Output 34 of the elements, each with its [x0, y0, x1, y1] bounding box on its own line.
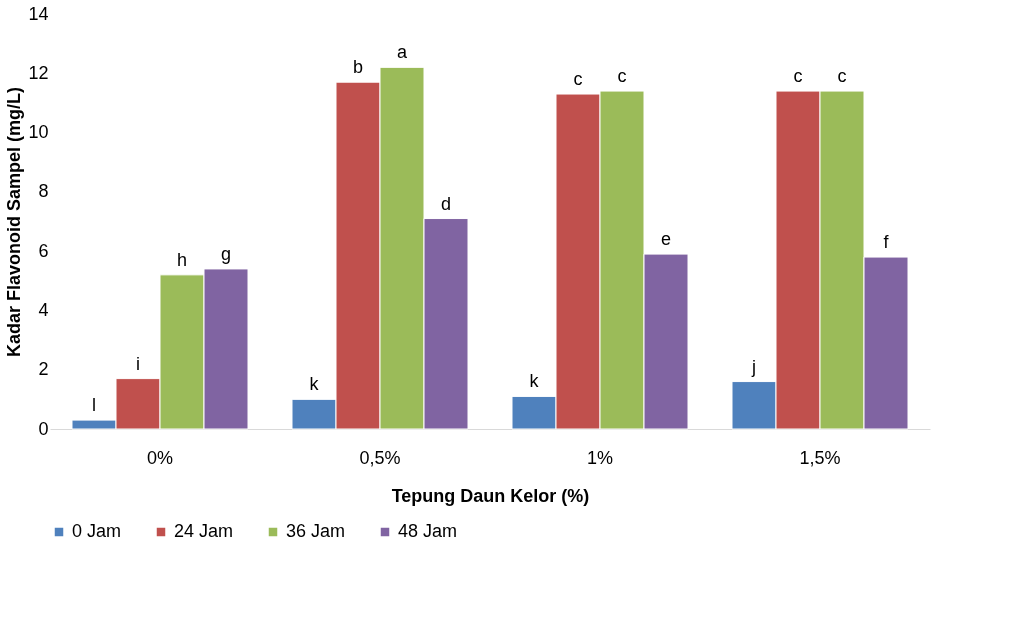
y-tick-label: 10 — [28, 122, 49, 143]
data-label: c — [573, 69, 583, 90]
x-tick-label: 0% — [146, 447, 174, 468]
y-tick-label: 6 — [38, 240, 49, 261]
data-label: l — [92, 395, 96, 416]
y-axis-title: Kadar Flavonoid Sampel (mg/L) — [4, 86, 25, 358]
x-tick-label: 1% — [586, 447, 614, 468]
legend-label: 48 Jam — [398, 521, 458, 541]
y-tick-label: 2 — [38, 359, 49, 380]
y-tick-label: 4 — [38, 299, 49, 320]
data-label: b — [352, 57, 364, 78]
legend-label: 0 Jam — [72, 521, 122, 541]
data-label: a — [396, 42, 408, 63]
x-tick-label: 0,5% — [359, 447, 401, 468]
x-tick-label: 1,5% — [799, 447, 841, 468]
data-label: i — [136, 353, 140, 374]
y-tick-label: 8 — [38, 181, 49, 202]
y-tick-label: 14 — [28, 3, 49, 24]
y-tick-label: 12 — [28, 62, 49, 83]
data-label: c — [793, 66, 803, 87]
data-label: c — [837, 66, 847, 87]
y-tick-label: 0 — [38, 418, 49, 439]
data-label: k — [309, 374, 320, 395]
legend-label: 24 Jam — [174, 521, 234, 541]
x-axis-title: Tepung Daun Kelor (%) — [391, 485, 590, 506]
data-label: j — [751, 356, 756, 377]
data-label: c — [617, 66, 627, 87]
data-label: g — [220, 243, 232, 264]
legend-label: 36 Jam — [286, 521, 346, 541]
data-label: d — [440, 193, 452, 214]
data-label: k — [529, 371, 540, 392]
data-label: f — [883, 232, 890, 253]
data-label: h — [176, 249, 188, 270]
data-label: e — [660, 229, 672, 250]
